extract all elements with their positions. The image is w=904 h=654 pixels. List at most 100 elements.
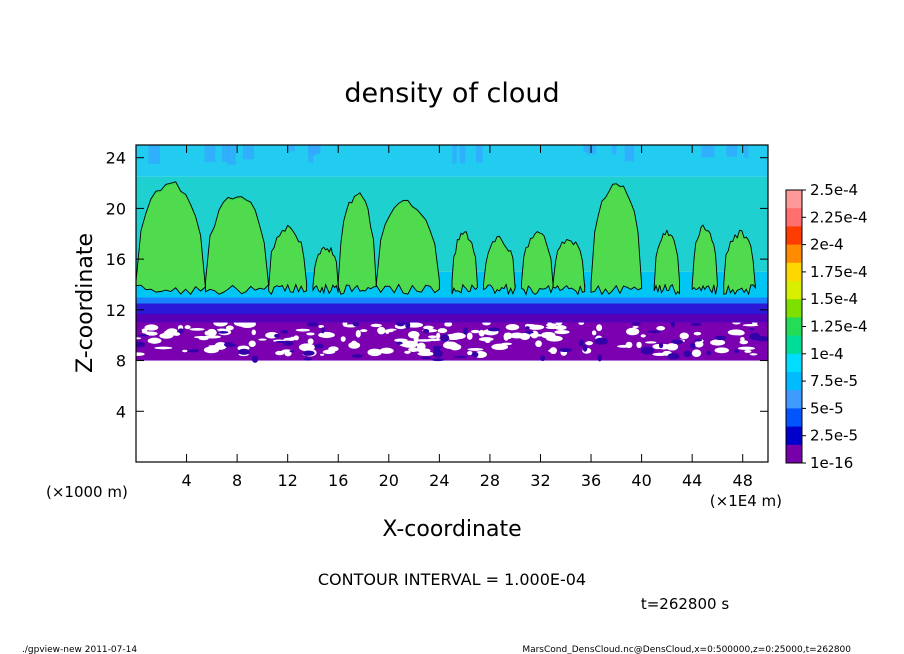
- band-dark-patch: [755, 336, 768, 342]
- band-dark-patch: [275, 340, 290, 343]
- colorbar-label: 1e-16: [810, 454, 853, 472]
- x-tick-label: 36: [581, 471, 601, 490]
- band-dark-patch: [749, 328, 755, 331]
- band-top-streak: [475, 145, 483, 163]
- band-gap: [154, 346, 173, 350]
- time-label: t=262800 s: [641, 595, 729, 613]
- band-dark-patch: [280, 330, 289, 334]
- colorbar-swatch: [786, 353, 802, 373]
- band-gap: [436, 332, 441, 340]
- cloud-cell: [692, 225, 718, 295]
- band-gap: [147, 337, 162, 344]
- contour-line: [483, 235, 516, 296]
- band-gap: [189, 327, 205, 331]
- y-axis-unit: (×1000 m): [46, 483, 128, 501]
- band-top-streak: [227, 145, 236, 165]
- band-gap: [370, 323, 382, 328]
- band-dark-patch: [714, 335, 727, 341]
- band-gap: [248, 340, 256, 348]
- colorbar-label: 1.75e-4: [810, 263, 868, 281]
- band-gap: [710, 339, 726, 346]
- cloud-cell: [205, 196, 269, 295]
- band-gap: [626, 327, 640, 336]
- band-dark-patch: [302, 350, 315, 356]
- colorbar-label: 2.5e-4: [810, 181, 858, 199]
- band-top-streak: [612, 145, 617, 155]
- cloud-cell-core: [268, 226, 307, 295]
- band-gap: [691, 349, 702, 358]
- contour-interval-text: CONTOUR INTERVAL = 1.000E-04: [318, 570, 586, 589]
- band-gap: [636, 341, 642, 349]
- band-gap: [591, 330, 597, 336]
- band-top-streak: [744, 145, 749, 158]
- band-dark-patch: [706, 350, 712, 356]
- y-tick-label: 24: [106, 149, 126, 168]
- cloud-cell-core: [312, 248, 339, 294]
- contour-line: [451, 231, 478, 295]
- band-gap: [640, 334, 646, 338]
- contour-line: [691, 224, 718, 295]
- y-axis-label: Z-coordinate: [73, 233, 98, 373]
- contour-line: [268, 224, 308, 296]
- band-gap: [693, 331, 702, 336]
- plot-area: [136, 145, 768, 462]
- band-gap: [548, 349, 556, 353]
- band-gap: [348, 341, 361, 349]
- colorbar-swatch: [786, 317, 802, 336]
- x-tick-label: 48: [733, 471, 753, 490]
- band-gap: [399, 343, 415, 347]
- colorbar-swatch: [786, 335, 802, 355]
- band-dark-patch: [303, 357, 313, 361]
- colorbar-swatch: [786, 390, 802, 409]
- cloud-cell: [312, 247, 339, 294]
- band-gap: [427, 335, 438, 339]
- cloud-cell-core: [136, 184, 206, 295]
- band-dark-patch: [422, 328, 430, 334]
- band-dark-patch: [433, 349, 443, 358]
- band-gap: [505, 324, 520, 331]
- band-gap: [467, 347, 484, 351]
- band-gap: [184, 325, 191, 330]
- band-gap: [387, 328, 397, 331]
- colorbar-swatch: [786, 190, 802, 209]
- cloud-cell-core: [553, 240, 585, 295]
- band-gap: [644, 341, 657, 344]
- band-top-streak: [701, 145, 715, 158]
- band-dark-patch: [314, 343, 324, 349]
- contour-line: [723, 229, 756, 296]
- band-dark-patch: [351, 354, 363, 358]
- colorbar-label: 1.5e-4: [810, 290, 858, 308]
- colorbar: 2.5e-4 2.25e-4 2e-4 1.75e-4 1.5e-4 1.25e-4 1e-…: [785, 181, 868, 472]
- band-gap: [535, 340, 542, 348]
- band-gap: [742, 323, 759, 327]
- band-gap: [617, 344, 631, 348]
- cloud-cell-core: [521, 232, 554, 295]
- band-gap: [290, 336, 296, 340]
- band-top-streak: [221, 145, 229, 163]
- contour-lines: [136, 181, 756, 296]
- band-top-streak: [242, 145, 255, 160]
- colorbar-label: 2.5e-5: [810, 427, 858, 445]
- band-gap: [377, 326, 386, 335]
- colorbar-swatch: [786, 408, 802, 427]
- footer-right: MarsCond_DensCloud.nc@DensCloud,x=0:5000…: [522, 645, 851, 654]
- band-gap: [295, 328, 311, 332]
- band-dark-patch: [251, 355, 259, 363]
- band-dark-patch: [671, 339, 684, 344]
- band-top-streak: [286, 145, 295, 152]
- band-dark-patch: [647, 330, 662, 334]
- band-dark-patch: [178, 328, 184, 334]
- band-top-streak: [726, 145, 737, 157]
- band-dark-patch: [289, 350, 295, 353]
- contour-line: [375, 199, 440, 295]
- x-tick-label: 20: [379, 471, 399, 490]
- band-dark-patch: [396, 341, 403, 345]
- band-dark-patch: [658, 342, 664, 349]
- band-gap: [450, 332, 466, 340]
- band-dark-patch: [667, 353, 680, 360]
- band-gap: [172, 332, 181, 336]
- band-dark-patch: [274, 333, 281, 338]
- band-dark-patch: [432, 345, 442, 350]
- x-axis: 4 8 12 16 20 24 28 32 36 40 44 48: [181, 145, 753, 490]
- band-gap: [141, 328, 148, 333]
